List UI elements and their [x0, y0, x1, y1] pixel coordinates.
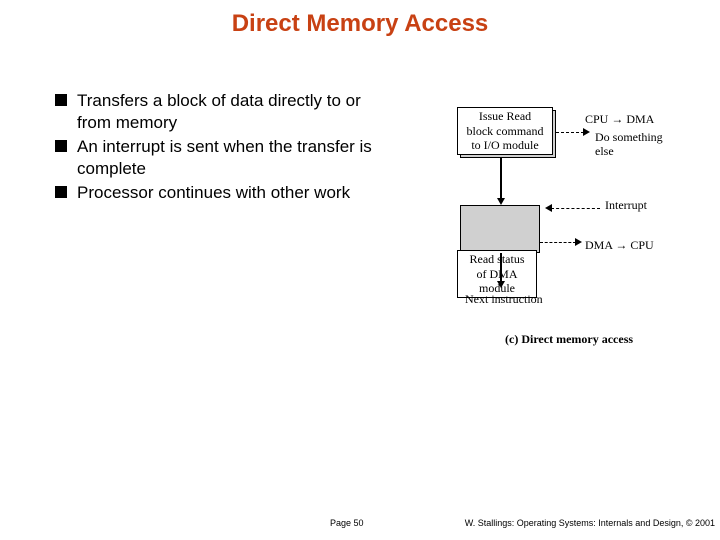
arrow-1-arrowhead-icon: [497, 198, 505, 205]
flowchart-box-issue-read: Issue Read block command to I/O module: [457, 107, 553, 155]
page-title: Direct Memory Access: [0, 10, 720, 38]
dashed-2-line: [551, 208, 600, 209]
dashed-3-arrowhead-icon: [575, 238, 582, 246]
bullet-list: Transfers a block of data directly to or…: [55, 90, 385, 206]
label-interrupt: Interrupt: [605, 198, 647, 212]
bullet-marker-icon: [55, 140, 67, 152]
arrow-1-line: [500, 158, 502, 199]
bullet-marker-icon: [55, 94, 67, 106]
list-item: Processor continues with other work: [55, 182, 385, 204]
label-dma-cpu: DMA → CPU: [585, 238, 654, 252]
label-do-something-else: Do something else: [595, 130, 663, 159]
list-item: An interrupt is sent when the transfer i…: [55, 136, 385, 180]
page-number: Page 50: [330, 518, 364, 528]
bullet-marker-icon: [55, 186, 67, 198]
dashed-2-arrowhead-icon: [545, 204, 552, 212]
bullet-text: An interrupt is sent when the transfer i…: [77, 136, 385, 180]
bullet-text: Processor continues with other work: [77, 182, 350, 204]
flowchart-diagram: Issue Read block command to I/O module Re…: [430, 110, 710, 390]
label-next-instruction: Next instruction: [465, 292, 543, 306]
label-cpu-dma: CPU → DMA: [585, 112, 654, 126]
footer-credit: W. Stallings: Operating Systems: Interna…: [465, 518, 715, 528]
arrow-2-arrowhead-icon: [497, 281, 505, 288]
dashed-1-line: [556, 132, 584, 133]
bullet-text: Transfers a block of data directly to or…: [77, 90, 385, 134]
list-item: Transfers a block of data directly to or…: [55, 90, 385, 134]
dashed-3-line: [540, 242, 576, 243]
arrow-2-line: [500, 253, 502, 282]
diagram-caption: (c) Direct memory access: [505, 332, 633, 347]
flowchart-box-read-status-shadow: [460, 205, 540, 253]
flowchart-box-read-status: Read status of DMA module: [457, 250, 537, 298]
dashed-1-arrowhead-icon: [583, 128, 590, 136]
